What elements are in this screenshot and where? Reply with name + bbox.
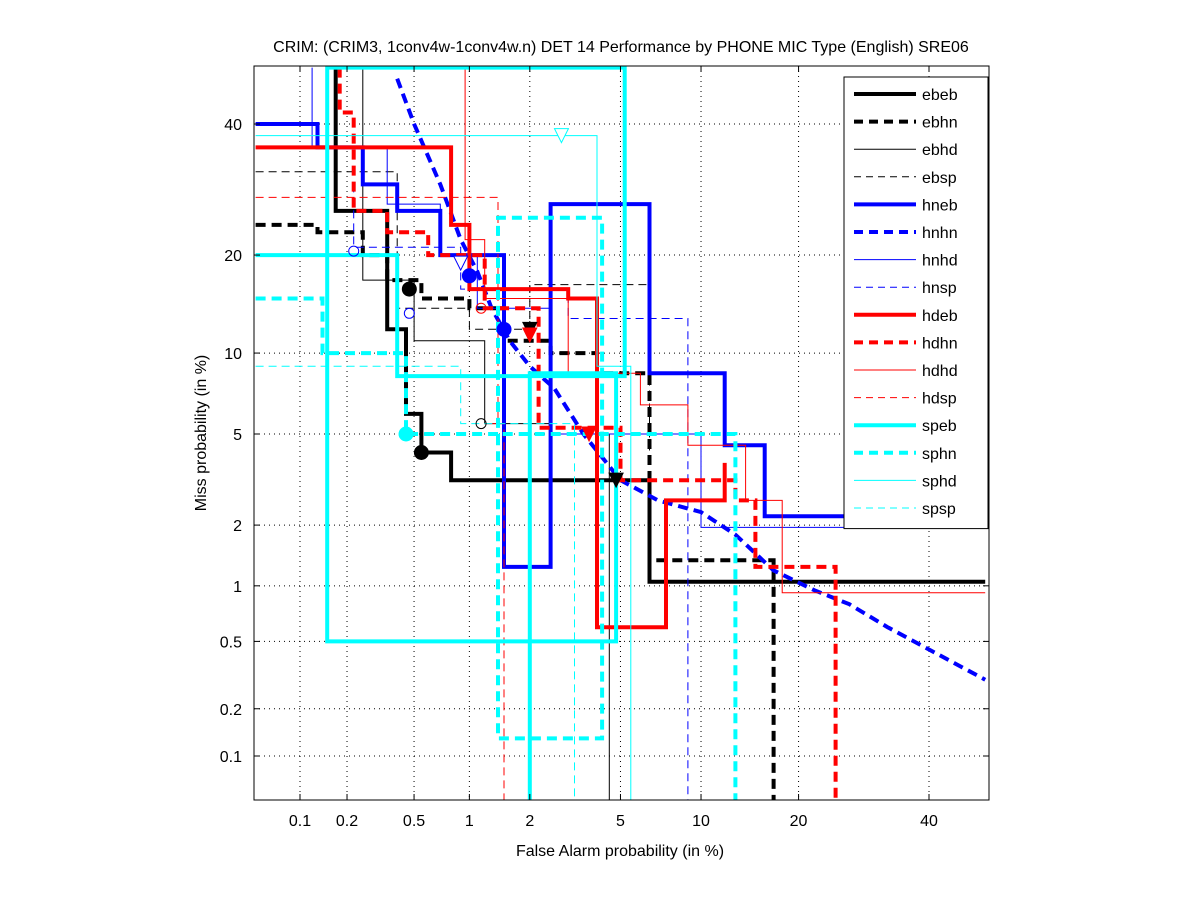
x-tick-label: 20 (790, 813, 808, 830)
legend-box (843, 76, 989, 530)
marker-ebeb (413, 445, 429, 461)
x-tick-label: 0.5 (403, 813, 425, 830)
y-tick-label: 20 (224, 248, 242, 265)
marker-hnhn (461, 268, 477, 284)
legend-label-hdhd: hdhd (922, 363, 958, 380)
marker-speb (398, 426, 414, 442)
series-line-hdhd (464, 67, 986, 594)
y-tick-label: 40 (224, 117, 242, 134)
marker-hnsp (452, 255, 469, 272)
y-tick-label: 0.2 (220, 702, 242, 719)
y-tick-label: 0.5 (220, 634, 242, 651)
legend-label-hneb: hneb (922, 197, 958, 214)
legend-label-hdeb: hdeb (922, 308, 958, 325)
marker-ebhd (475, 418, 487, 430)
y-axis: 0.1 0.2 0.5 1 2 5 10 20 40 (220, 117, 989, 766)
y-axis-label: Miss probability (in %) (193, 355, 210, 511)
marker-hdeb (522, 327, 538, 344)
x-tick-label: 40 (920, 813, 938, 830)
marker-ebhn (401, 281, 417, 297)
marker-hnsp (348, 245, 360, 257)
marker-sphd (553, 128, 570, 144)
y-tick-label: 5 (233, 427, 242, 444)
y-tick-label: 2 (233, 518, 242, 535)
x-axis: 0.1 0.2 0.5 1 2 5 10 20 40 (289, 66, 938, 830)
plot-frame (253, 65, 990, 801)
legend-label-ebsp: ebsp (922, 170, 957, 187)
y-tick-label: 1 (233, 579, 242, 596)
chart-title: CRIM: (CRIM3, 1conv4w-1conv4w.n) DET 14 … (273, 39, 969, 56)
legend-label-ebeb: ebeb (922, 87, 958, 104)
marker-hdhn (581, 426, 597, 443)
x-tick-label: 5 (616, 813, 625, 830)
legend-label-hnsp: hnsp (922, 280, 957, 297)
legend-label-hnhn: hnhn (922, 225, 958, 242)
legend: ebeb ebhn ebhd ebsp hneb hnhn hnhd hnsp hdeb hdhn… (843, 76, 989, 530)
x-tick-label: 2 (525, 813, 534, 830)
legend-label-spsp: spsp (922, 501, 956, 518)
marker-ebhn (608, 472, 624, 489)
x-axis-label: False Alarm probability (in %) (516, 843, 724, 860)
series-line-sphd (255, 135, 632, 800)
marker-hneb (496, 321, 512, 337)
legend-label-hdhn: hdhn (922, 335, 958, 352)
legend-label-hdsp: hdsp (922, 391, 957, 408)
series-line-speb (255, 66, 627, 800)
x-tick-label: 10 (692, 813, 710, 830)
series-line-ebsp (255, 171, 650, 458)
x-tick-label: 0.2 (336, 813, 358, 830)
series-line-hneb (255, 122, 986, 569)
legend-label-sphn: sphn (922, 446, 957, 463)
series-line-ebhn (255, 222, 776, 800)
legend-label-speb: speb (922, 418, 957, 435)
legend-label-sphd: sphd (922, 473, 957, 490)
x-tick-label: 0.1 (289, 813, 311, 830)
y-tick-label: 0.1 (220, 749, 242, 766)
x-tick-label: 1 (465, 813, 474, 830)
legend-label-ebhn: ebhn (922, 115, 958, 132)
series-group (255, 66, 987, 800)
legend-label-ebhd: ebhd (922, 142, 958, 159)
series-line-sphn (255, 215, 738, 800)
marker-hdhd (475, 302, 487, 314)
legend-label-hnhd: hnhd (922, 253, 958, 270)
series-line-hdhn (337, 67, 838, 800)
series-line-spsp (255, 365, 575, 800)
marker-hnhd (403, 307, 415, 319)
markers-group (348, 128, 624, 489)
y-tick-label: 10 (224, 346, 242, 363)
